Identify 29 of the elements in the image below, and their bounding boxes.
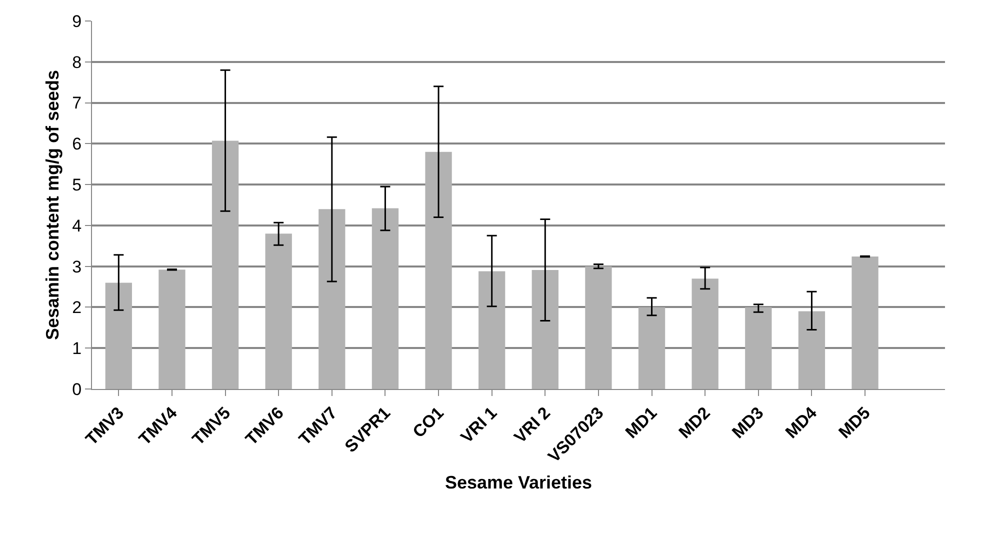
bar: [532, 270, 558, 389]
bar: [585, 266, 612, 389]
x-tick-label: CO1: [409, 403, 448, 442]
bar: [425, 152, 452, 389]
y-tick-label: 1: [72, 339, 82, 358]
bar: [265, 234, 292, 389]
bar: [798, 311, 826, 389]
y-tick-label: 4: [72, 216, 82, 236]
bar: [212, 140, 239, 389]
bar: [852, 256, 878, 389]
x-axis-title: Sesame Varieties: [444, 472, 592, 492]
bar: [158, 270, 186, 389]
y-tick-label: 2: [72, 298, 82, 318]
y-tick-label: 5: [72, 176, 82, 195]
y-tick-label: 6: [72, 134, 82, 154]
y-axis-title: Sesamin content mg/g of seeds: [42, 70, 62, 340]
y-tick-label: 7: [72, 94, 82, 113]
y-tick-label: 9: [72, 12, 82, 31]
y-tick-label: 8: [72, 52, 82, 72]
bar: [745, 307, 772, 389]
bar: [105, 282, 132, 389]
bar: [372, 208, 399, 389]
bar: [478, 271, 506, 389]
bar: [318, 209, 346, 389]
bar: [692, 278, 718, 389]
x-tick-label: VRI 1: [457, 403, 501, 447]
y-tick-label: 0: [72, 380, 82, 399]
bar: [638, 307, 666, 389]
y-tick-label: 3: [72, 257, 82, 276]
